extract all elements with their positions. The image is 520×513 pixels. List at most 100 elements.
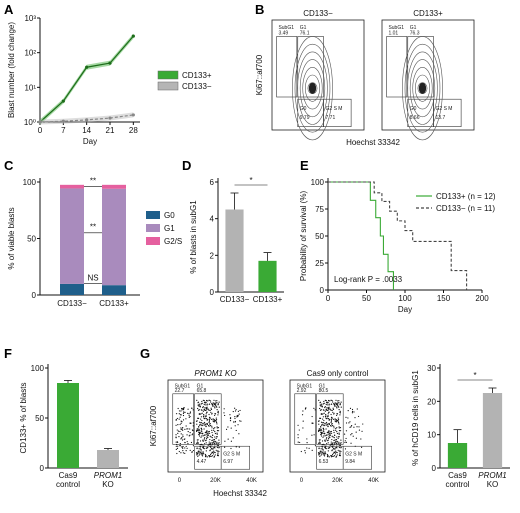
g-plot-0-dot	[184, 428, 186, 430]
e-y-tick-label: 25	[315, 259, 324, 268]
g-plot-1-dot	[321, 448, 324, 450]
g-plot-1-gate-name-g1: G1	[319, 383, 326, 389]
g-plot-0-dot	[208, 409, 210, 411]
g-plot-1-dot	[323, 444, 325, 446]
g-plot-1-dot	[329, 433, 331, 435]
g-plot-1-dot	[320, 405, 322, 407]
g2-annotation: *	[473, 371, 476, 380]
c-annotation-0: **	[90, 176, 96, 185]
c-y-tick-label: 100	[23, 178, 37, 187]
panel-label-E: E	[300, 158, 309, 173]
g-plot-1-dot	[329, 436, 331, 439]
g-plot-1-dot	[345, 416, 347, 418]
g-plot-0-dot	[206, 436, 208, 438]
g-plot-1-dot	[322, 436, 324, 438]
c-bar-0-0	[60, 283, 84, 295]
g-plot-1-dot	[331, 444, 333, 446]
g-plot-0-dot	[211, 447, 213, 449]
g-plot-0-dot	[183, 438, 185, 440]
a-legend-label-1: CD133−	[182, 82, 212, 91]
g2-y-tick-label: 0	[432, 464, 437, 473]
g-plot-0-dot	[217, 427, 220, 429]
g-plot-1-dot	[339, 404, 341, 406]
g-plot-1-dot	[332, 411, 334, 413]
g-plot-0-dot	[205, 409, 207, 411]
g-plot-1-dot	[319, 442, 321, 445]
g-plot-0-dot	[209, 399, 211, 402]
g-plot-1-dot	[338, 446, 340, 449]
g-plot-0-dot	[203, 447, 205, 449]
g-plot-1-dot	[336, 431, 338, 433]
g-plot-0-dot	[184, 447, 186, 449]
g-plot-0-gate-g2sm	[220, 445, 250, 470]
g-plot-0-dot	[217, 412, 219, 414]
g-plot-0-dot	[177, 432, 179, 434]
g-plot-1-dot	[353, 426, 355, 428]
g-plot-0-dot	[205, 439, 207, 441]
g-plot-0-dot	[230, 447, 232, 450]
g-plot-0-dot	[213, 450, 215, 452]
f-x-tick-label: KO	[102, 480, 114, 489]
e-x-tick-label: 50	[362, 294, 371, 303]
g-plot-1-dot	[331, 446, 333, 448]
b-plot-0-gate-value-g0: 9.79	[300, 115, 310, 121]
g-plot-1-dot	[360, 446, 363, 448]
g-plot-1-dot	[334, 453, 337, 455]
b-plot-1-gate-name-g0: G0	[410, 106, 417, 112]
g-plot-1-dot	[323, 412, 325, 414]
g-plot-0-dot	[188, 413, 190, 415]
g-plot-0-dot	[217, 403, 219, 405]
g-plot-0-dot	[234, 417, 236, 420]
g-plot-0-dot	[211, 427, 213, 429]
g-plot-1-dot	[323, 402, 325, 404]
g-plot-0-dot	[204, 443, 206, 445]
g-plot-0-dot	[210, 408, 213, 411]
g-plot-0-dot	[187, 430, 189, 433]
g-plot-0-dot	[238, 433, 240, 435]
g-plot-1-dot	[324, 422, 326, 425]
a-point	[108, 116, 112, 120]
g-plot-1-dot	[320, 435, 323, 437]
g-plot-0-dot	[195, 452, 198, 454]
g-plot-1-dot	[331, 424, 334, 427]
g-plot-1-dot	[330, 409, 332, 411]
g-plot-0-dot	[203, 403, 205, 405]
g-plot-0-dot	[202, 451, 204, 453]
g-plot-0-dot	[200, 418, 202, 420]
e-annotation: Log-rank P = .0033	[334, 275, 403, 284]
g-plot-1-dot	[331, 453, 334, 455]
g-plot-1-dot	[323, 429, 325, 431]
g-plot-1-dot	[320, 427, 322, 429]
b-plot-0-gate-value-subg1: 3.49	[278, 30, 288, 36]
g-plot-1-dot	[329, 408, 331, 410]
g-plot-1-dot	[339, 403, 341, 405]
g-plot-0-dot	[176, 443, 178, 446]
g-plot-0-dot	[181, 446, 183, 448]
g-plot-0-dot	[217, 414, 219, 416]
a-point	[108, 61, 112, 65]
g-plot-1-dot	[332, 418, 334, 420]
b-plot-0-gate-name-g1: G1	[300, 25, 307, 31]
a-point	[38, 120, 42, 124]
f-y-tick-label: 50	[35, 414, 44, 423]
g-plot-1-dot	[324, 439, 326, 441]
g-plot-1-dot	[297, 424, 299, 426]
g-plot-0-gate-value-subg1: 22.7	[175, 388, 185, 394]
g-plot-0-dot	[185, 449, 187, 452]
c-annotation-1: **	[90, 223, 96, 232]
d-x-tick-label: CD133−	[220, 295, 250, 304]
g-plot-0-dot	[199, 450, 201, 452]
g-plot-0-dot	[234, 416, 236, 418]
g-plot-1-dot	[354, 417, 356, 419]
g-plot-0-dot	[202, 424, 204, 426]
g-plot-0-dot	[182, 447, 184, 449]
g-plot-1-dot	[320, 425, 322, 428]
g-plot-1-dot	[336, 447, 338, 449]
g-plot-0-dot	[180, 427, 182, 429]
g-plot-0-dot	[209, 435, 211, 437]
g-plot-0-dot	[214, 452, 216, 454]
g-plot-1-dot	[328, 411, 330, 413]
g-plot-1-dot	[314, 409, 316, 411]
g-plot-1-dot	[337, 422, 340, 424]
g-plot-0-dot	[214, 436, 216, 438]
